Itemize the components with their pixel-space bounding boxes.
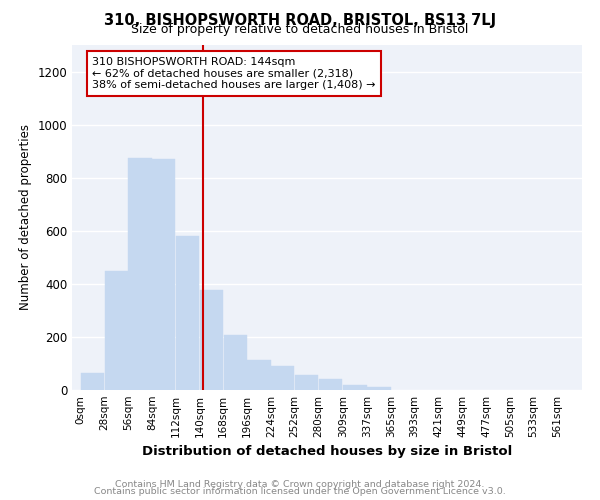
Text: 310, BISHOPSWORTH ROAD, BRISTOL, BS13 7LJ: 310, BISHOPSWORTH ROAD, BRISTOL, BS13 7L… bbox=[104, 12, 496, 28]
Bar bbox=[128, 158, 152, 390]
Bar bbox=[224, 335, 247, 390]
Text: Contains HM Land Registry data © Crown copyright and database right 2024.: Contains HM Land Registry data © Crown c… bbox=[115, 480, 485, 489]
X-axis label: Distribution of detached houses by size in Bristol: Distribution of detached houses by size … bbox=[142, 446, 512, 458]
Text: Size of property relative to detached houses in Bristol: Size of property relative to detached ho… bbox=[131, 22, 469, 36]
Text: 310 BISHOPSWORTH ROAD: 144sqm
← 62% of detached houses are smaller (2,318)
38% o: 310 BISHOPSWORTH ROAD: 144sqm ← 62% of d… bbox=[92, 57, 376, 90]
Bar bbox=[176, 236, 199, 390]
Bar bbox=[295, 376, 318, 390]
Bar bbox=[104, 272, 128, 390]
Bar bbox=[343, 385, 367, 390]
Bar bbox=[367, 388, 391, 390]
Bar bbox=[247, 360, 271, 390]
Bar bbox=[271, 366, 295, 390]
Text: Contains public sector information licensed under the Open Government Licence v3: Contains public sector information licen… bbox=[94, 488, 506, 496]
Y-axis label: Number of detached properties: Number of detached properties bbox=[19, 124, 32, 310]
Bar bbox=[152, 159, 175, 390]
Bar bbox=[81, 373, 104, 390]
Bar bbox=[319, 379, 342, 390]
Bar bbox=[200, 290, 223, 390]
